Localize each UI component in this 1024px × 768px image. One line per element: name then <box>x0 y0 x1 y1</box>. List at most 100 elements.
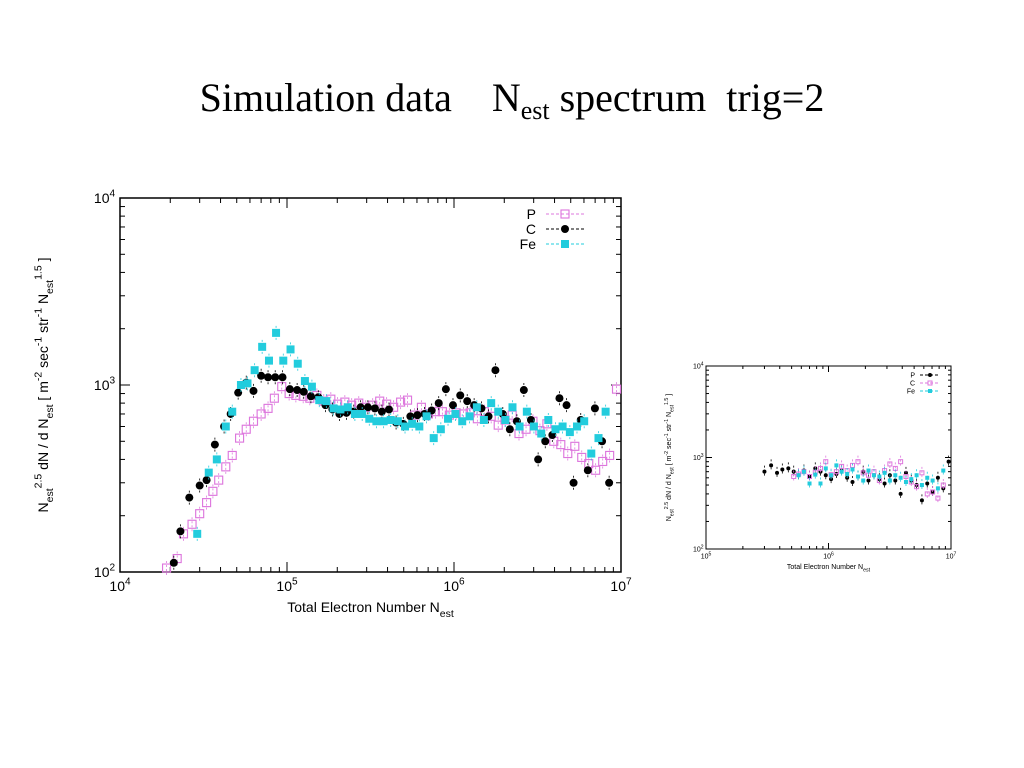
main-data-point <box>264 373 273 382</box>
main-data-point <box>208 486 218 496</box>
main-x-tick-label: 107 <box>610 577 632 594</box>
inset-data-point <box>813 466 818 471</box>
main-data-point <box>406 412 415 421</box>
main-data-point <box>221 422 230 431</box>
main-data-point <box>202 476 211 485</box>
main-data-point <box>551 425 560 434</box>
main-data-point <box>195 509 205 519</box>
main-data-point <box>401 422 410 431</box>
main-data-point <box>534 455 543 464</box>
main-data-point <box>598 456 608 467</box>
main-data-point <box>204 468 213 477</box>
main-legend-marker <box>560 209 570 219</box>
inset-data-point <box>925 481 930 486</box>
main-data-point <box>493 420 503 430</box>
main-data-point <box>322 397 331 406</box>
inset-data-point <box>893 473 898 478</box>
inset-data-point <box>940 482 946 488</box>
main-data-point <box>458 417 467 426</box>
main-data-point <box>236 381 245 389</box>
main-plot: 104 105 106 107 102 103 104 Total Electron Numb… <box>33 189 632 620</box>
main-data-point <box>515 422 524 431</box>
main-data-point <box>187 519 197 529</box>
main-legend-label: Fe <box>520 236 537 252</box>
main-data-point <box>336 405 345 414</box>
main-data-point <box>370 404 379 413</box>
inset-legend-marker <box>927 380 933 386</box>
main-data-point <box>408 419 417 428</box>
inset-y-axis-label: Nest2.5 dN / d Nest [ m-2 sec-1 str-1 Ne… <box>664 394 676 522</box>
inset-x-tick-label: 106 <box>823 551 834 560</box>
main-data-point <box>249 386 258 395</box>
inset-data-point <box>817 465 823 471</box>
main-data-point <box>601 407 610 416</box>
main-data-point <box>356 403 365 412</box>
inset-data-point <box>919 483 924 488</box>
main-data-point <box>487 399 496 408</box>
main-data-point <box>375 396 385 406</box>
inset-data-point <box>914 484 920 490</box>
inset-x-tick-label: 107 <box>946 551 957 560</box>
inset-data-point <box>834 463 839 468</box>
main-data-point <box>377 407 386 416</box>
inset-data-point <box>903 473 909 479</box>
main-legend-marker <box>561 240 569 248</box>
main-data-point <box>202 498 212 508</box>
main-data-point <box>583 466 592 475</box>
main-legend-label: C <box>526 221 536 237</box>
inset-data-point <box>893 478 898 483</box>
main-data-point <box>393 417 402 426</box>
inset-data-point <box>887 478 892 483</box>
inset-x-tick-label: 105 <box>701 551 712 560</box>
main-data-point <box>416 402 426 412</box>
main-data-point <box>365 414 374 423</box>
main-data-point <box>315 396 324 405</box>
main-data-point <box>577 452 587 462</box>
inset-data-point <box>925 475 930 480</box>
inset-data-point <box>769 463 774 468</box>
inset-data-point <box>780 467 785 472</box>
main-data-point <box>434 399 443 408</box>
inset-data-point <box>882 470 887 475</box>
inset-data-point <box>935 495 941 501</box>
main-data-point <box>277 382 287 392</box>
main-y-tick-label: 102 <box>94 563 116 580</box>
main-data-point <box>563 448 573 459</box>
inset-y-tick-label: 104 <box>693 361 704 370</box>
inset-data-point <box>946 459 951 464</box>
main-data-point <box>441 385 450 394</box>
main-data-point <box>221 462 231 472</box>
main-series-fe <box>193 325 610 541</box>
main-data-point <box>300 377 309 386</box>
inset-x-axis-label: Total Electron Number Nest <box>787 564 871 573</box>
main-y-tick-label: 103 <box>94 376 116 393</box>
main-data-point <box>572 422 581 431</box>
main-data-point <box>519 386 528 395</box>
main-legend-marker <box>561 225 569 233</box>
main-data-point <box>526 415 535 424</box>
inset-data-point <box>839 463 845 469</box>
main-data-point <box>605 450 615 461</box>
inset-data-point <box>829 473 834 478</box>
slide-title-rest: spectrum trig=2 <box>549 75 825 120</box>
inset-data-point <box>801 469 806 474</box>
main-data-point <box>258 342 267 351</box>
main-data-point <box>343 403 352 412</box>
main-data-point <box>257 371 266 380</box>
inset-plot-frame <box>705 365 952 550</box>
main-x-tick-label: 104 <box>109 577 131 594</box>
main-data-point <box>263 403 273 413</box>
inset-data-point <box>866 478 871 483</box>
main-data-point <box>169 558 178 567</box>
inset-data-point <box>861 478 866 483</box>
slide-title-subscript: est <box>520 96 550 125</box>
main-data-point <box>562 401 571 410</box>
main-data-point <box>422 412 431 421</box>
main-data-point <box>286 345 295 354</box>
main-data-point <box>494 407 503 416</box>
main-data-point <box>508 403 517 412</box>
main-data-point <box>363 403 372 412</box>
main-data-point <box>436 425 445 434</box>
inset-data-point <box>898 459 904 465</box>
main-data-point <box>587 449 596 458</box>
